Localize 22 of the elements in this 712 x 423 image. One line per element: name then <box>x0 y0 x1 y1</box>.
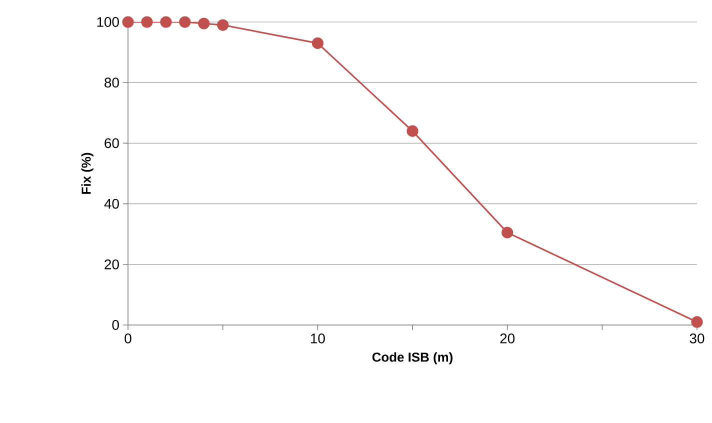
point <box>312 37 324 50</box>
y-tick-label: 0 <box>112 320 119 330</box>
x-tick-label: 0 <box>124 334 132 344</box>
x-tick-label: 30 <box>690 334 704 344</box>
point <box>160 16 172 28</box>
point <box>141 16 153 28</box>
x-axis-title: Code ISB (m) <box>372 352 453 364</box>
y-axis-title: Fix (%) <box>81 152 94 194</box>
y-tick-label: 40 <box>104 198 119 209</box>
x-tick-label: 10 <box>310 334 325 344</box>
point <box>179 16 191 28</box>
point <box>502 226 514 238</box>
point <box>406 125 418 137</box>
point <box>122 16 134 28</box>
y-tick-label: 100 <box>97 17 119 27</box>
point <box>691 316 703 328</box>
point <box>217 19 229 31</box>
y-tick-label: 20 <box>104 259 119 270</box>
x-tick-label: 20 <box>500 334 515 344</box>
point <box>198 18 210 30</box>
y-tick-label: 60 <box>104 138 119 148</box>
y-tick-label: 80 <box>104 78 119 88</box>
